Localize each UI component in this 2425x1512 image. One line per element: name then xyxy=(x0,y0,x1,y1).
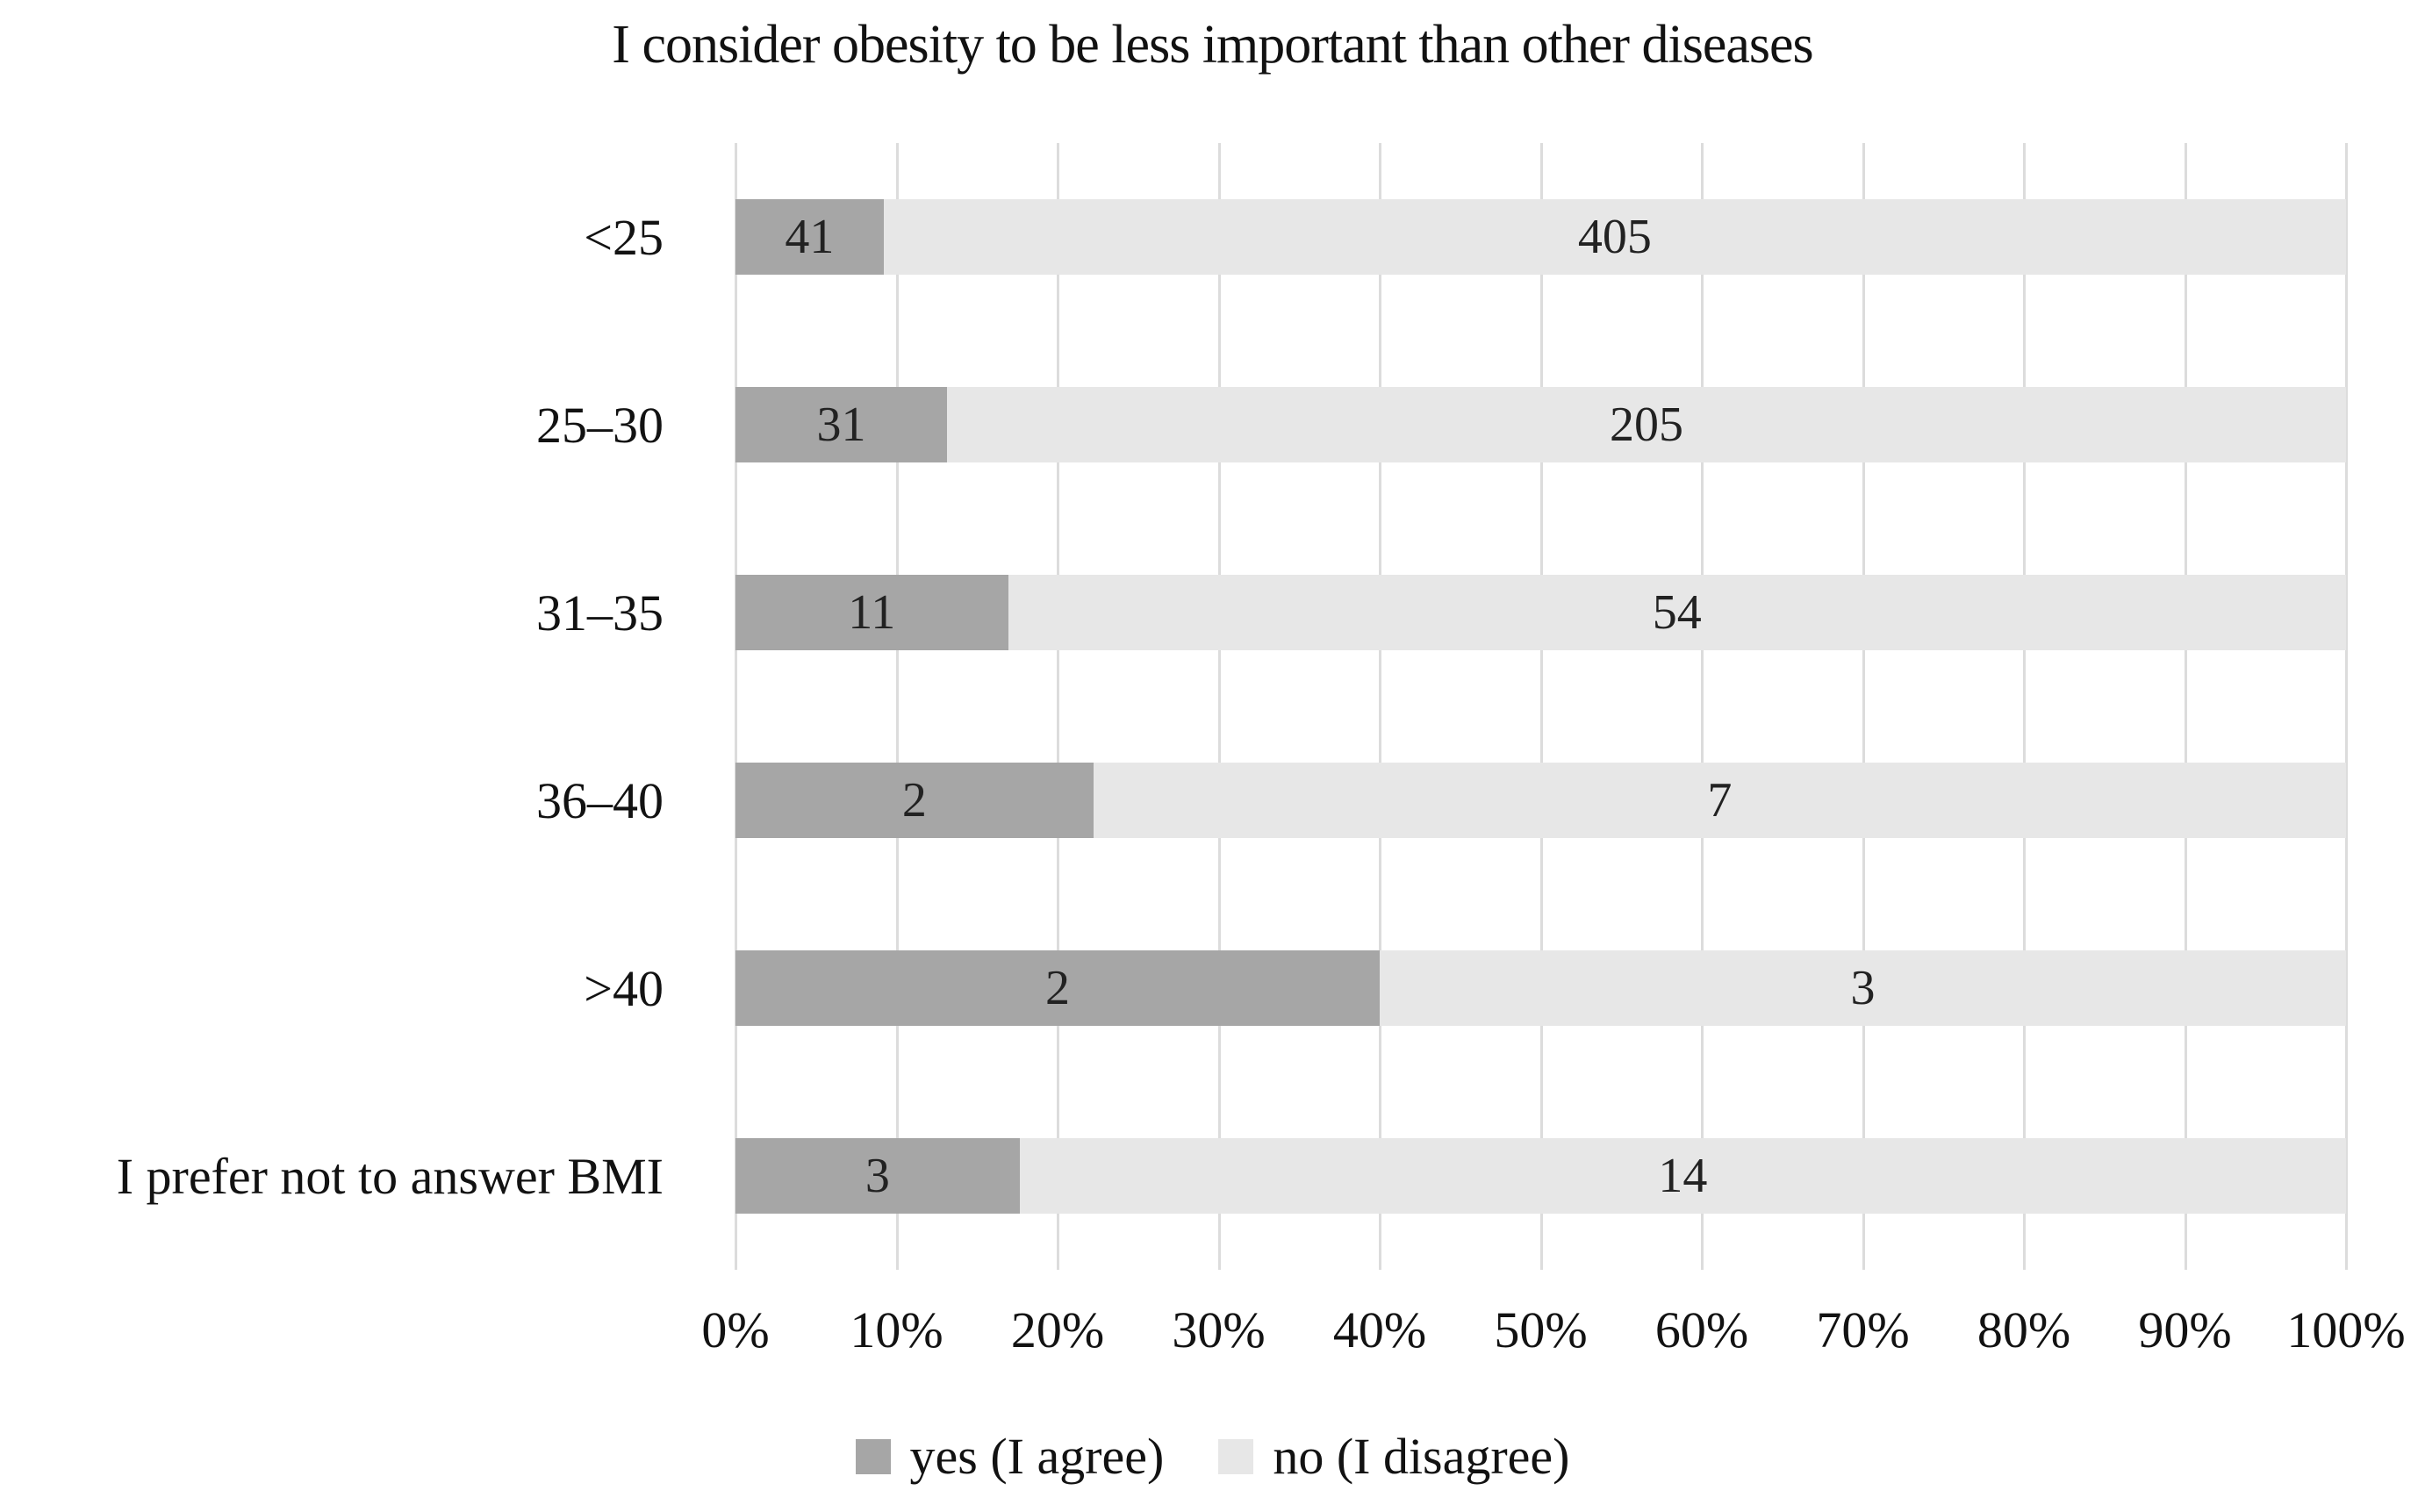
bar-value-label: 405 xyxy=(1577,210,1652,264)
category-label: I prefer not to answer BMI xyxy=(116,1147,664,1205)
gridline xyxy=(895,143,899,1270)
legend-swatch-no xyxy=(1218,1438,1254,1474)
chart-title: I consider obesity to be less important … xyxy=(612,15,1813,75)
bar-value-label: 7 xyxy=(1707,773,1733,828)
gridline xyxy=(2184,143,2187,1270)
gridline xyxy=(1701,143,1704,1270)
x-axis-tick-label: 10% xyxy=(850,1301,943,1358)
x-axis-tick-label: 60% xyxy=(1654,1301,1749,1358)
bar-segment-yes: 31 xyxy=(735,387,948,462)
legend-label: yes (I agree) xyxy=(909,1428,1165,1485)
legend-entry: no (I disagree) xyxy=(1218,1427,1570,1486)
x-axis-tick-label: 90% xyxy=(2138,1301,2232,1358)
bar-segment-no: 205 xyxy=(947,387,2346,462)
bar-row: 3 14 xyxy=(735,1138,2346,1214)
bar-segment-no: 7 xyxy=(1093,763,2346,838)
x-axis-tick-label: 80% xyxy=(1977,1301,2071,1358)
bar-segment-no: 405 xyxy=(883,199,2346,275)
bar-value-label: 2 xyxy=(901,773,927,828)
x-axis-tick-label: 40% xyxy=(1332,1301,1427,1358)
bar-value-label: 205 xyxy=(1610,398,1683,452)
gridline xyxy=(1057,143,1059,1270)
category-label: 25–30 xyxy=(536,396,664,454)
bar-segment-no: 54 xyxy=(1008,575,2346,650)
category-label: 36–40 xyxy=(536,771,664,829)
gridline xyxy=(1379,143,1381,1270)
legend-swatch-yes xyxy=(855,1438,891,1474)
x-axis-tick-label: 50% xyxy=(1494,1301,1588,1358)
category-label: >40 xyxy=(584,959,664,1017)
bar-segment-yes: 2 xyxy=(735,763,1094,838)
gridline xyxy=(2023,143,2026,1270)
gridline xyxy=(2345,143,2348,1270)
bar-value-label: 14 xyxy=(1658,1149,1708,1203)
plot-area: 41 405 31 205 11 54 2 7 2 3 3 14 xyxy=(735,143,2348,1270)
x-axis-tick-label: 100% xyxy=(2286,1301,2406,1358)
bar-row: 11 54 xyxy=(735,575,2346,650)
legend-label: no (I disagree) xyxy=(1273,1428,1570,1485)
bar-value-label: 3 xyxy=(865,1149,890,1203)
x-axis-tick-label: 0% xyxy=(701,1301,770,1358)
bar-segment-no: 3 xyxy=(1380,950,2346,1026)
bar-segment-yes: 2 xyxy=(735,950,1380,1026)
category-label: 31–35 xyxy=(536,584,664,641)
bar-row: 41 405 xyxy=(735,199,2346,275)
legend: yes (I agree) no (I disagree) xyxy=(0,1427,2425,1486)
bar-value-label: 2 xyxy=(1045,961,1070,1015)
bar-value-label: 3 xyxy=(1850,961,1876,1015)
legend-entry: yes (I agree) xyxy=(855,1427,1165,1486)
bar-segment-yes: 41 xyxy=(735,199,884,275)
bar-value-label: 11 xyxy=(848,585,896,640)
gridline xyxy=(1539,143,1543,1270)
category-label: <25 xyxy=(584,208,664,266)
x-axis-tick-label: 70% xyxy=(1816,1301,1910,1358)
bar-value-label: 31 xyxy=(816,398,866,452)
bar-row: 31 205 xyxy=(735,387,2346,462)
bar-segment-yes: 11 xyxy=(735,575,1008,650)
gridline xyxy=(735,143,737,1270)
bar-value-label: 54 xyxy=(1652,585,1702,640)
gridline xyxy=(1217,143,1221,1270)
bar-segment-yes: 3 xyxy=(735,1138,1020,1214)
bar-segment-no: 14 xyxy=(1019,1138,2346,1214)
bar-value-label: 41 xyxy=(785,210,835,264)
x-axis-tick-label: 20% xyxy=(1010,1301,1105,1358)
gridline xyxy=(1862,143,1865,1270)
x-axis-tick-label: 30% xyxy=(1172,1301,1266,1358)
